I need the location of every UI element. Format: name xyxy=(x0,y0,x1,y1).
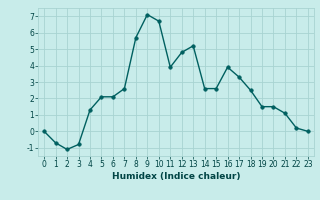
X-axis label: Humidex (Indice chaleur): Humidex (Indice chaleur) xyxy=(112,172,240,181)
